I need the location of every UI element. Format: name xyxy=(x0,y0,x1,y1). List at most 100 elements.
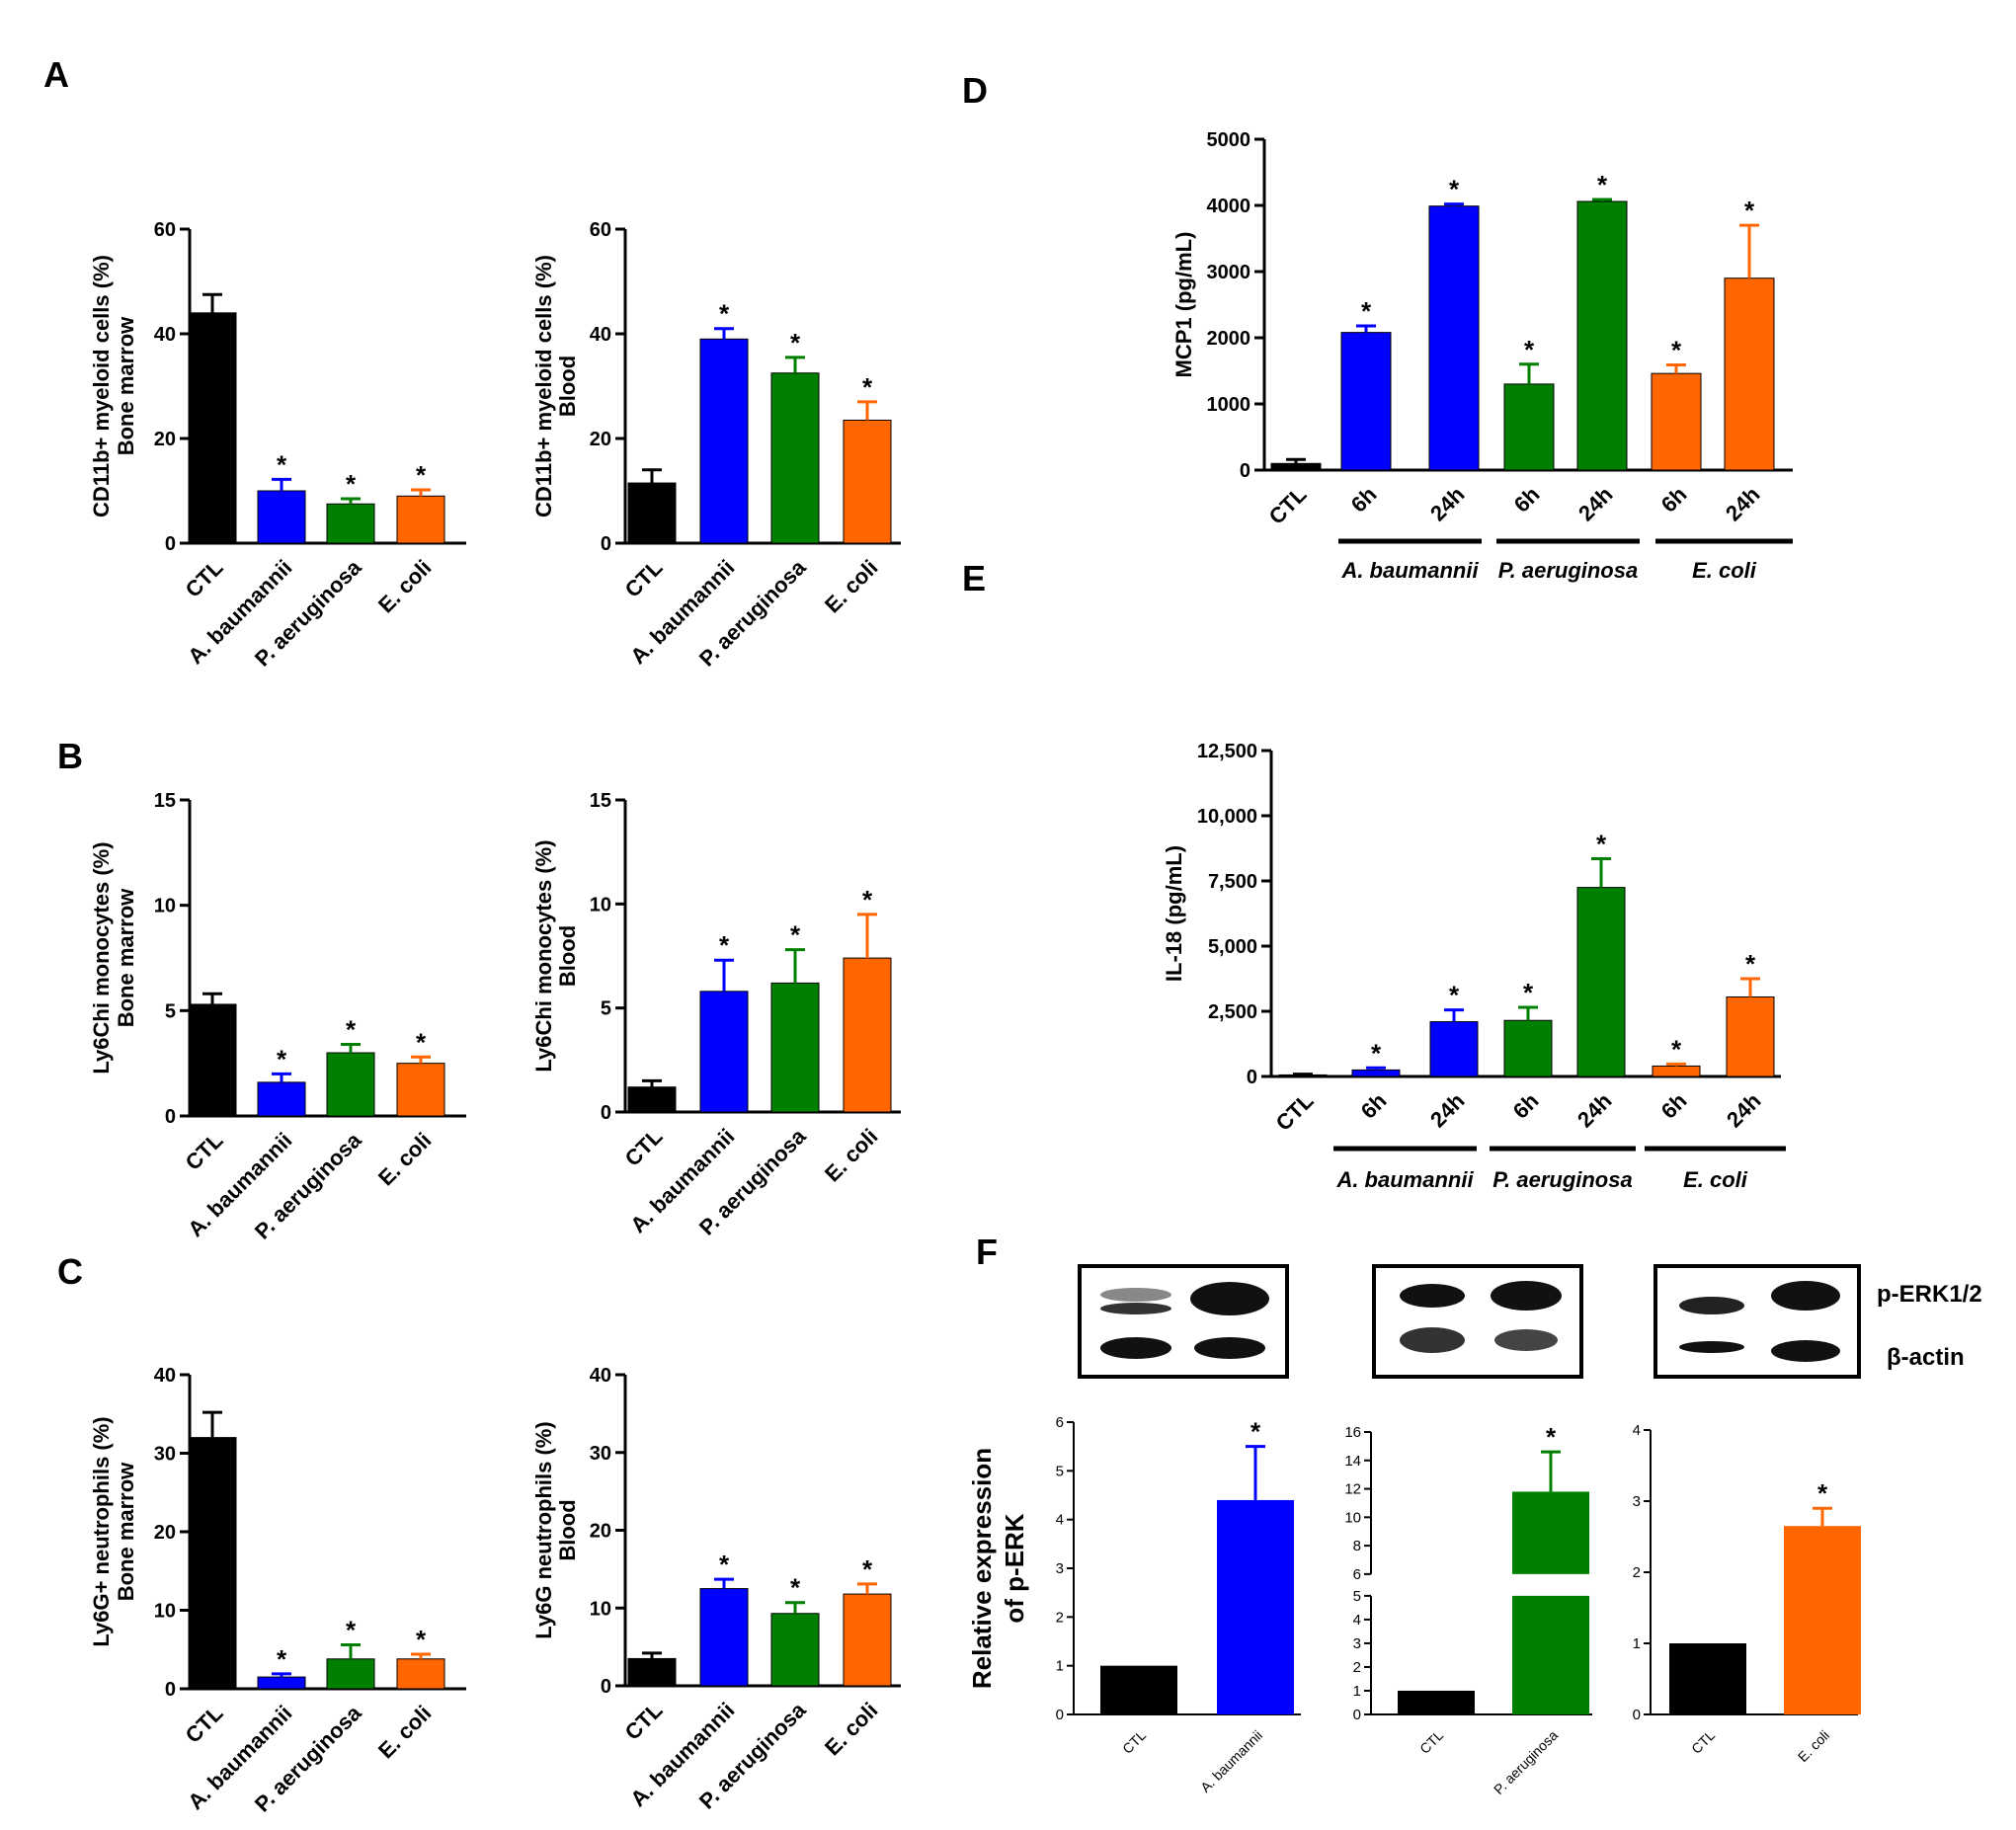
bar-6h xyxy=(1503,1019,1553,1077)
x-tick-label: A. baumannii xyxy=(1197,1727,1265,1795)
blot-p-aeruginosa xyxy=(1372,1264,1583,1379)
significance-star: * xyxy=(1546,1422,1557,1452)
y-tick-label: 12 xyxy=(1344,1481,1361,1498)
y-tick-label: 3 xyxy=(1633,1493,1641,1510)
bar-24h xyxy=(1429,1021,1479,1077)
x-tick-label: 6h xyxy=(1656,482,1692,517)
chart-e-il18: 0 2,500 5,000 7,500 10,000 12,500 IL-18 (pg/mL… xyxy=(1162,741,1786,1192)
y-axis-label: Bone marrow xyxy=(114,1462,138,1601)
significance-star: * xyxy=(416,460,427,490)
significance-star: * xyxy=(1671,1034,1682,1064)
y-tick-label: 3 xyxy=(1056,1560,1064,1577)
blot-e-coli xyxy=(1653,1264,1861,1379)
y-tick-label: 1 xyxy=(1353,1683,1361,1700)
x-tick-label: 6h xyxy=(1656,1088,1692,1124)
y-tick-label: 14 xyxy=(1344,1453,1361,1470)
y-tick-label: 5 xyxy=(1056,1463,1064,1479)
chart-f-a-baumannii: 0 1 2 3 4 5 6 Relative expression of p-ERK CTL * A.… xyxy=(967,1414,1301,1795)
x-tick-label: E. coli xyxy=(820,1124,882,1186)
significance-star: * xyxy=(416,1625,427,1654)
western-blot-panels: p-ERK1/2 β-actin xyxy=(1078,1264,1982,1379)
y-axis-label: Ly6G+ neutrophils (%) xyxy=(89,1416,114,1646)
bar-e-coli xyxy=(843,957,892,1113)
chart-f-e-coli: 0 1 2 3 4 CTL * E. coli xyxy=(1633,1422,1861,1765)
y-tick-label: 0 xyxy=(165,1106,176,1128)
blot-band xyxy=(1190,1282,1269,1315)
blot-band xyxy=(1100,1337,1171,1359)
x-tick-label: E. coli xyxy=(373,1128,436,1190)
y-tick-label: 4000 xyxy=(1207,196,1251,217)
y-tick-label: 6 xyxy=(1353,1566,1361,1583)
y-tick-label: 10 xyxy=(590,1598,611,1620)
y-tick-label: 40 xyxy=(590,324,611,346)
chart-d-mcp1: 0 1000 2000 3000 4000 5000 MCP1 (pg/mL) CTL * 6h *… xyxy=(1171,129,1793,583)
panel-letter-b: B xyxy=(57,736,83,776)
y-tick-label: 4 xyxy=(1353,1612,1361,1629)
y-tick-label: 1 xyxy=(1633,1635,1641,1652)
y-tick-label: 3 xyxy=(1353,1635,1361,1652)
x-tick-label: 24h xyxy=(1572,1088,1616,1132)
bar-e-coli xyxy=(843,419,892,544)
y-tick-label: 2000 xyxy=(1207,328,1251,350)
y-axis-label: Bone marrow xyxy=(114,316,138,455)
x-tick-label: E. coli xyxy=(820,555,882,617)
significance-star: * xyxy=(346,1014,357,1044)
x-tick-label: CTL xyxy=(1264,482,1312,529)
panel-letter-e: E xyxy=(962,558,986,598)
bar-p-aeruginosa xyxy=(326,503,375,544)
significance-star: * xyxy=(416,1027,427,1057)
significance-star: * xyxy=(1250,1417,1261,1447)
chart-a-blood: 0 20 40 60 CD11b+ myeloid cells (%) Blood CTL *… xyxy=(531,219,901,672)
chart-a-bone-marrow: 0 20 40 60 CD11b+ myeloid cells (%) Bone marr… xyxy=(89,219,466,672)
significance-star: * xyxy=(1449,175,1460,204)
y-tick-label: 2 xyxy=(1056,1609,1064,1626)
y-tick-label: 10,000 xyxy=(1197,806,1257,828)
x-tick-label: 24h xyxy=(1722,1088,1765,1132)
y-tick-label: 0 xyxy=(1247,1067,1257,1088)
bar-ctl xyxy=(188,1003,237,1117)
bar-ctl xyxy=(188,312,237,544)
bar-p-aeruginosa xyxy=(326,1052,375,1117)
y-axis-label: Relative expression xyxy=(967,1448,997,1689)
significance-star: * xyxy=(1449,981,1460,1010)
blot-band xyxy=(1491,1281,1562,1311)
y-tick-label: 5000 xyxy=(1207,129,1251,151)
x-tick-label: E. coli xyxy=(373,555,436,617)
y-tick-label: 0 xyxy=(601,1102,611,1124)
significance-star: * xyxy=(1523,978,1534,1007)
y-tick-label: 4 xyxy=(1056,1512,1064,1529)
y-tick-label: 7,500 xyxy=(1208,871,1257,893)
bar-p-aeruginosa xyxy=(770,372,820,544)
significance-star: * xyxy=(277,1644,287,1674)
bar-6h xyxy=(1652,1065,1701,1077)
group-label-a-baumannii: A. baumannii xyxy=(1335,1167,1474,1192)
significance-star: * xyxy=(1361,296,1372,326)
y-tick-label: 0 xyxy=(601,1676,611,1698)
y-tick-label: 20 xyxy=(154,429,176,450)
significance-star: * xyxy=(346,469,357,499)
blot-band xyxy=(1679,1341,1744,1353)
bar-ctl xyxy=(1398,1690,1475,1714)
y-tick-label: 10 xyxy=(590,894,611,915)
group-label-p-aeruginosa: P. aeruginosa xyxy=(1492,1167,1632,1192)
significance-star: * xyxy=(1597,170,1608,199)
bar-ctl xyxy=(627,482,677,544)
bar-6h xyxy=(1503,383,1555,471)
x-tick-label: 24h xyxy=(1573,482,1617,525)
significance-star: * xyxy=(1596,830,1607,859)
significance-star: * xyxy=(862,372,873,402)
y-tick-label: 30 xyxy=(154,1444,176,1466)
significance-star: * xyxy=(862,1554,873,1584)
significance-star: * xyxy=(790,1573,801,1603)
significance-star: * xyxy=(346,1615,357,1644)
y-tick-label: 40 xyxy=(154,1365,176,1387)
blot-band xyxy=(1400,1327,1465,1353)
bar-p-aeruginosa-upper xyxy=(1512,1491,1589,1574)
x-tick-label: 6h xyxy=(1346,482,1382,517)
x-tick-label: E. coli xyxy=(373,1701,436,1763)
x-tick-label: E. coli xyxy=(1795,1727,1832,1765)
y-tick-label: 15 xyxy=(154,790,176,812)
y-tick-label: 8 xyxy=(1353,1538,1361,1554)
significance-star: * xyxy=(1371,1038,1382,1068)
